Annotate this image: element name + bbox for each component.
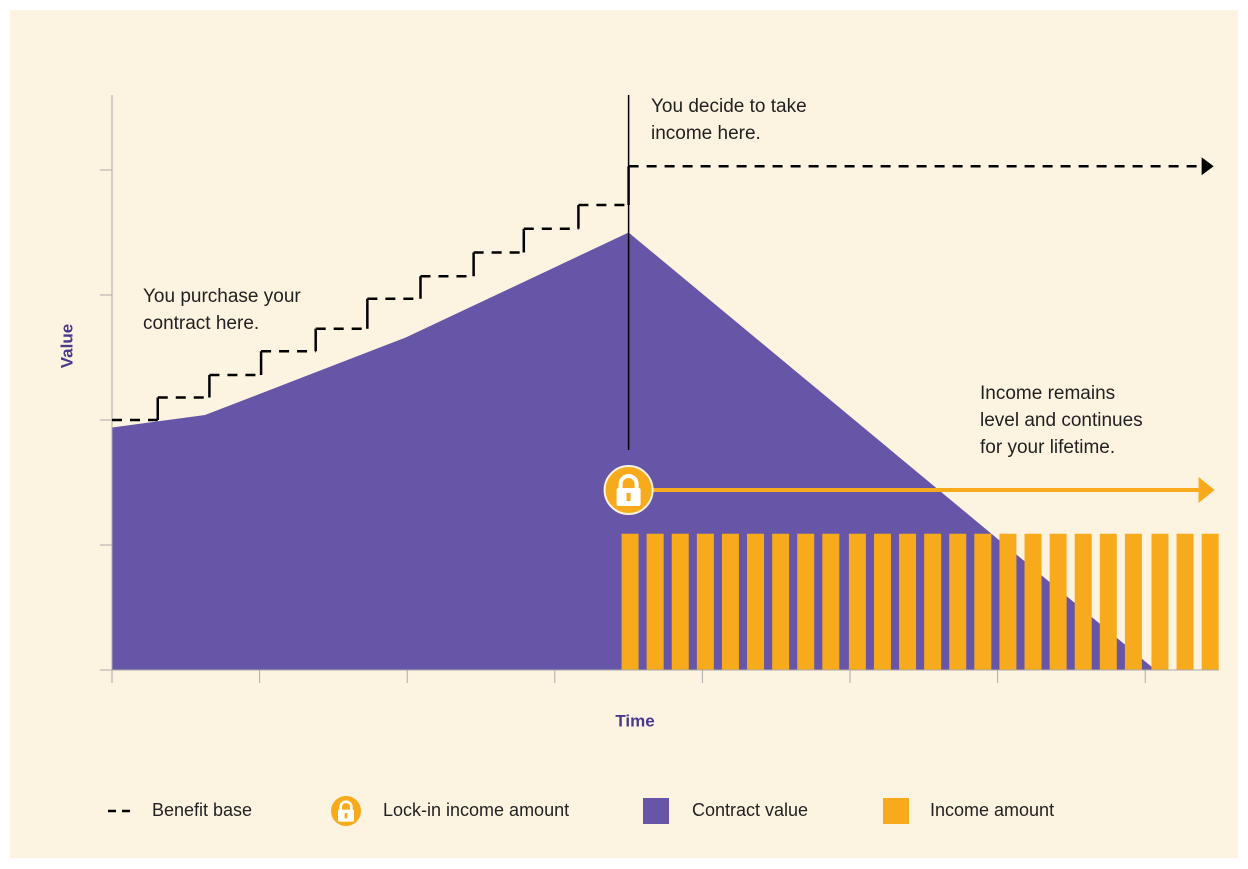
legend-swatch (883, 798, 909, 824)
annotation-text: income here. (651, 123, 761, 144)
lock-shackle (618, 474, 639, 490)
legend-label: Contract value (692, 800, 808, 820)
annotation-text: contract here. (143, 313, 259, 334)
income-bar (1124, 533, 1142, 670)
income-bar (747, 533, 765, 670)
income-bar (721, 533, 739, 670)
arrowhead (1198, 477, 1215, 503)
income-bar (949, 533, 967, 670)
lock-icon (603, 465, 654, 515)
legend-label: Income amount (930, 800, 1054, 820)
lock-shackle (339, 800, 353, 811)
income-bar (1201, 533, 1219, 670)
lock-keyhole (344, 813, 348, 819)
income-bar (848, 533, 866, 670)
annotation-text: level and continues (980, 410, 1143, 431)
annotation-text: You purchase your (143, 286, 301, 307)
legend-label: Benefit base (152, 800, 252, 820)
annotation-text: You decide to take (651, 96, 807, 117)
income-bar (772, 533, 790, 670)
overlay: You purchase your contract here. You decid… (100, 95, 1219, 683)
legend: Benefit base Lock-in income amount Contr… (108, 794, 1054, 828)
income-bar (924, 533, 942, 670)
legend-swatch (329, 794, 363, 828)
income-bar (797, 533, 815, 670)
income-bar (1049, 533, 1067, 670)
income-bar (974, 533, 992, 670)
income-bar (621, 533, 639, 670)
income-bar (671, 533, 689, 670)
income-bar (1099, 533, 1117, 670)
annotation-text: for your lifetime. (980, 437, 1115, 458)
income-bar (1151, 533, 1169, 670)
lock-keyhole (626, 493, 631, 501)
income-bar (1024, 533, 1042, 670)
x-axis-label: Time (615, 711, 654, 730)
lock-icon (329, 794, 363, 828)
y-axis-label: Value (57, 324, 76, 368)
income-bar (1176, 533, 1194, 670)
annotation-text: Income remains (980, 383, 1115, 404)
income-bar (899, 533, 917, 670)
legend-swatch (643, 798, 669, 824)
income-bar (1074, 533, 1092, 670)
contract-value-area (112, 232, 1156, 670)
income-bar (873, 533, 891, 670)
income-bar (822, 533, 840, 670)
legend-label: Lock-in income amount (383, 800, 569, 820)
income-bar (646, 533, 664, 670)
income-bar (696, 533, 714, 670)
income-bar (999, 533, 1017, 670)
plot-area (112, 232, 1219, 670)
arrowhead (1201, 157, 1214, 176)
